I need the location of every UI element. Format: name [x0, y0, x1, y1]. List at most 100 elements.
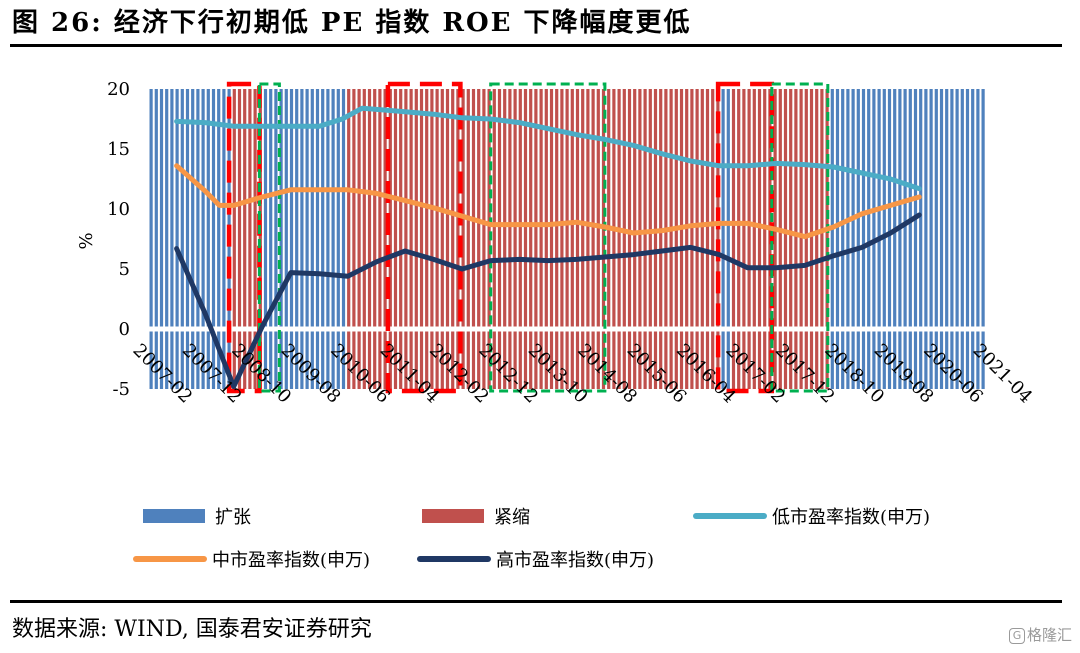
regime-bar-contraction	[461, 89, 465, 389]
regime-bar-contraction	[497, 89, 502, 389]
y-axis: 20 15 10 5 0 -5%	[76, 79, 130, 400]
regime-bar-expansion	[295, 89, 299, 389]
regime-bar-expansion	[222, 89, 226, 389]
legend-label: 高市盈率指数(申万)	[496, 550, 654, 571]
regime-bar-contraction	[435, 89, 439, 389]
legend: 扩张 紧缩 低市盈率指数(申万) 中市盈率指数(申万) 高市盈率指数(申万)	[133, 507, 930, 571]
regime-bar-contraction	[612, 89, 616, 389]
red-dashed-box-4	[715, 81, 775, 394]
regime-bar-expansion	[305, 89, 309, 389]
regime-bar-contraction	[716, 89, 720, 389]
regime-bar-contraction	[352, 89, 356, 389]
regime-bar-expansion	[950, 89, 954, 389]
source-rule	[10, 600, 1062, 603]
regime-bar-contraction	[248, 89, 252, 389]
regime-bar-expansion	[336, 89, 340, 389]
series-line-high_pe	[174, 212, 922, 390]
zero-gridline	[148, 326, 986, 332]
regime-bar-contraction	[503, 89, 507, 389]
regime-bar-contraction	[378, 89, 382, 389]
legend-label: 紧缩	[494, 507, 530, 528]
regime-bar-contraction	[742, 89, 746, 389]
regime-bar-expansion	[289, 89, 294, 389]
regime-bar-contraction	[575, 89, 580, 389]
regime-bar-contraction	[539, 89, 543, 389]
regime-bar-expansion	[326, 89, 330, 389]
regime-bar-contraction	[529, 89, 533, 389]
regime-bar-contraction	[237, 89, 242, 389]
y-axis-label: %	[76, 232, 97, 249]
regime-bar-contraction	[456, 89, 460, 389]
regime-bar-contraction	[700, 89, 704, 389]
source-note: 数据来源: WIND, 国泰君安证券研究	[12, 617, 372, 642]
y-tick-label: 0	[119, 319, 130, 340]
regime-bar-contraction	[581, 89, 585, 389]
regime-bar-contraction	[477, 89, 481, 389]
regime-bar-contraction	[778, 89, 782, 389]
watermark-logo-icon: G	[1008, 628, 1025, 644]
regime-bar-expansion	[867, 89, 871, 389]
legend-label: 扩张	[215, 507, 251, 528]
green-dashed-box-1	[257, 82, 281, 393]
legend-label: 中市盈率指数(申万)	[212, 550, 370, 571]
regime-bar-contraction	[347, 89, 351, 389]
regime-bar-expansion	[929, 89, 933, 389]
regime-bar-expansion	[893, 89, 897, 389]
watermark-text: 格隆汇	[1026, 626, 1072, 644]
regime-bar-contraction	[445, 89, 450, 389]
regime-bar-expansion	[945, 89, 949, 389]
y-tick-label: 15	[107, 139, 130, 160]
zero-line	[148, 326, 986, 332]
regime-bar-contraction	[648, 89, 652, 389]
regime-bar-expansion	[206, 89, 210, 389]
regime-bar-contraction	[747, 89, 751, 389]
regime-bar-expansion	[154, 89, 158, 389]
regime-bar-contraction	[617, 89, 621, 389]
regime-bar-expansion	[300, 89, 304, 389]
regime-bar-contraction	[232, 89, 236, 389]
regime-bar-expansion	[170, 89, 174, 389]
y-tick-label: 20	[107, 79, 130, 100]
regime-bar-expansion	[908, 89, 912, 389]
regime-bar-expansion	[830, 89, 834, 389]
regime-bar-contraction	[523, 89, 528, 389]
regime-bar-contraction	[815, 89, 819, 389]
regime-bar-contraction	[622, 89, 626, 389]
regime-bar-contraction	[534, 89, 538, 389]
regime-bar-contraction	[737, 89, 741, 389]
regime-bar-contraction	[440, 89, 444, 389]
regime-bar-expansion	[955, 89, 959, 389]
regime-bar-expansion	[191, 89, 195, 389]
regime-bar-expansion	[331, 89, 335, 389]
regime-bar-contraction	[451, 89, 455, 389]
regime-bar-expansion	[841, 89, 845, 389]
regime-bar-contraction	[809, 89, 814, 389]
regime-bar-contraction	[653, 89, 658, 389]
regime-bar-contraction	[388, 89, 392, 389]
series-line-mid_pe	[174, 163, 922, 240]
regime-bar-contraction	[773, 89, 777, 389]
regime-bar-contraction	[383, 89, 387, 389]
regime-bar-contraction	[690, 89, 694, 389]
regime-bar-expansion	[185, 89, 190, 389]
regime-bar-expansion	[861, 89, 866, 389]
regime-bar-expansion	[965, 89, 970, 389]
regime-bar-contraction	[638, 89, 642, 389]
regime-bar-expansion	[165, 89, 169, 389]
regime-bar-contraction	[789, 89, 793, 389]
regime-bar-expansion	[217, 89, 221, 389]
regime-bar-contraction	[757, 89, 762, 389]
regime-bar-expansion	[919, 89, 923, 389]
regime-bar-contraction	[409, 89, 413, 389]
regime-bar-contraction	[685, 89, 689, 389]
regime-bar-contraction	[414, 89, 418, 389]
red-dashed-box-2	[385, 81, 463, 394]
regime-bar-expansion	[960, 89, 964, 389]
figure-title: 图 26: 经济下行初期低 PE 指数 ROE 下降幅度更低	[12, 8, 692, 38]
legend-label: 低市盈率指数(申万)	[772, 507, 930, 528]
regime-bar-expansion	[196, 89, 200, 389]
regime-bar-expansion	[856, 89, 860, 389]
regime-bar-contraction	[669, 89, 673, 389]
regime-bar-contraction	[586, 89, 590, 389]
regime-bar-contraction	[471, 89, 476, 389]
